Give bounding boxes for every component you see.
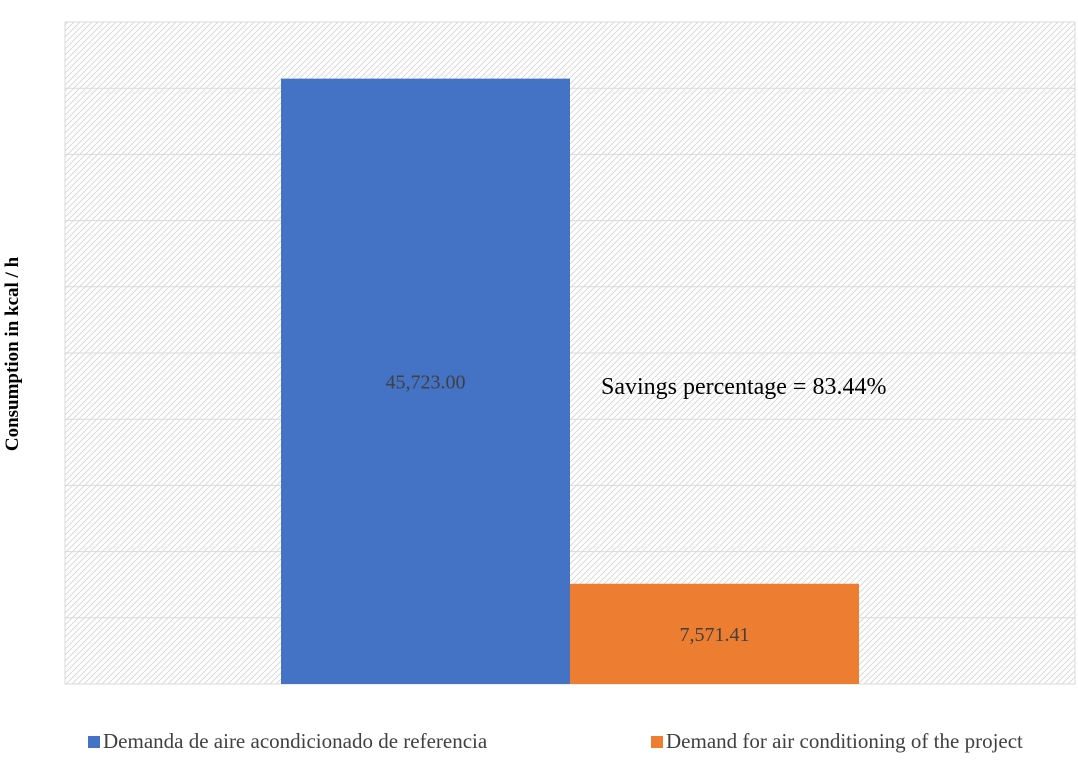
bar-data-label-1: 45,723.00 xyxy=(386,371,466,393)
legend-label-1: Demanda de aire acondicionado de referen… xyxy=(103,729,488,753)
bar-labels: 45,723.00 7,571.41 xyxy=(386,371,750,646)
legend: Demanda de aire acondicionado de referen… xyxy=(88,729,1023,753)
bar-2 xyxy=(570,583,859,684)
legend-swatch-2 xyxy=(651,736,663,748)
savings-annotation: Savings percentage = 83.44% xyxy=(601,374,886,400)
bar-data-label-2: 7,571.41 xyxy=(680,624,750,646)
legend-swatch-1 xyxy=(88,736,100,748)
bars xyxy=(281,78,859,684)
bar-1 xyxy=(281,78,570,684)
legend-label-2: Demand for air conditioning of the proje… xyxy=(666,729,1023,753)
y-axis-title: Consumption in kcal / h xyxy=(2,256,23,451)
